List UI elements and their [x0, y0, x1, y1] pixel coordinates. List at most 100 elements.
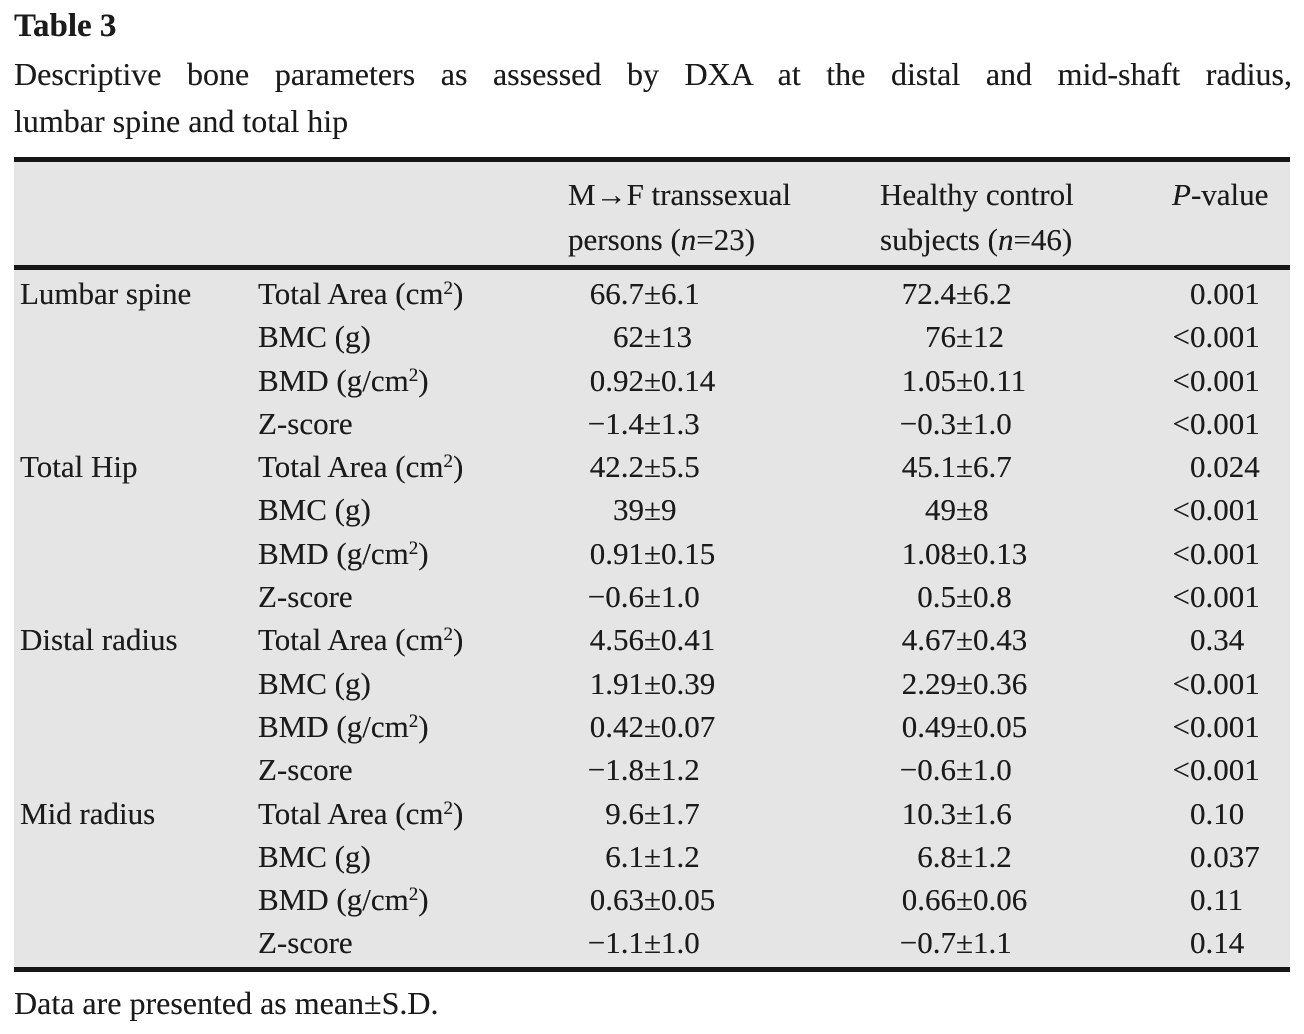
superscript: 2	[443, 624, 453, 646]
transsexual-value: −0.6±1.0	[587, 579, 700, 615]
column-header-transsexual-group: M→F transsexual persons (n=23)	[568, 172, 791, 262]
header-divider-rule	[14, 265, 1290, 270]
column-header-line1: Healthy control	[880, 177, 1074, 212]
parameter-label: BMD (g/cm2)	[258, 708, 429, 744]
p-value: <0.001	[1172, 492, 1260, 528]
superscript: 2	[408, 537, 419, 559]
table-row: Lumbar spine Total Area (cm2) 66.7±6.1 7…	[14, 272, 1290, 315]
control-value: 2.29±0.36	[901, 665, 1028, 701]
transsexual-value: 4.56±0.41	[589, 622, 716, 658]
control-value: 1.08±0.13	[901, 535, 1028, 571]
p-italic: P	[1172, 177, 1191, 212]
p-value: <0.001	[1172, 405, 1260, 441]
transsexual-value: −1.1±1.0	[587, 925, 700, 961]
transsexual-value: 42.2±5.5	[589, 449, 700, 485]
table-row: BMC (g) 62±13 76±12 <0.001	[14, 315, 1290, 358]
p-value: <0.001	[1172, 665, 1260, 701]
transsexual-value: 0.92±0.14	[589, 362, 716, 398]
site-label: Mid radius	[20, 795, 156, 831]
transsexual-value: 0.63±0.05	[589, 882, 716, 918]
transsexual-value: 66.7±6.1	[589, 276, 700, 311]
table-body: Lumbar spine Total Area (cm2) 66.7±6.1 7…	[14, 272, 1290, 965]
table-row: BMD (g/cm2) 0.91±0.15 1.08±0.13 <0.001	[14, 532, 1290, 575]
control-value: 4.67±0.43	[901, 622, 1028, 658]
transsexual-value: 39±9	[613, 492, 677, 528]
table-row: BMD (g/cm2) 0.42±0.07 0.49±0.05 <0.001	[14, 705, 1290, 748]
table-row: Z-score −1.4±1.3 −0.3±1.0 <0.001	[14, 402, 1290, 445]
table-row: Distal radius Total Area (cm2) 4.56±0.41…	[14, 618, 1290, 661]
control-value: 76±12	[925, 319, 1005, 355]
control-value: 0.66±0.06	[901, 882, 1028, 918]
table-row: BMD (g/cm2) 0.63±0.05 0.66±0.06 0.11	[14, 878, 1290, 921]
column-header-pvalue: P-value	[1172, 177, 1269, 212]
table-row: Z-score −0.6±1.0 0.5±0.8 <0.001	[14, 575, 1290, 618]
parameter-label: BMC (g)	[258, 319, 371, 355]
parameter-label: Z-score	[258, 579, 353, 615]
data-table: M→F transsexual persons (n=23) Healthy c…	[14, 157, 1290, 972]
table-row: BMC (g) 6.1±1.2 6.8±1.2 0.037	[14, 835, 1290, 878]
p-value: 0.001	[1190, 276, 1260, 311]
transsexual-value: −1.4±1.3	[587, 405, 700, 441]
p-value: <0.001	[1172, 708, 1260, 744]
parameter-label: Z-score	[258, 925, 353, 961]
superscript: 2	[408, 364, 419, 386]
table-row: Total Hip Total Area (cm2) 42.2±5.5 45.1…	[14, 445, 1290, 488]
p-value: <0.001	[1172, 319, 1260, 355]
superscript: 2	[443, 797, 453, 819]
p-value: 0.024	[1190, 449, 1260, 485]
table-row: Mid radius Total Area (cm2) 9.6±1.7 10.3…	[14, 792, 1290, 835]
superscript: 2	[408, 884, 419, 906]
parameter-label: Total Area (cm2)	[258, 276, 464, 311]
p-value: 0.037	[1190, 838, 1260, 874]
superscript: 2	[443, 278, 453, 299]
parameter-label: BMD (g/cm2)	[258, 535, 429, 571]
parameter-label: Total Area (cm2)	[258, 449, 464, 485]
control-value: 72.4±6.2	[901, 276, 1012, 311]
transsexual-value: 1.91±0.39	[589, 665, 716, 701]
superscript: 2	[408, 710, 419, 732]
transsexual-value: −1.8±1.2	[587, 752, 700, 788]
transsexual-value: 6.1±1.2	[605, 838, 700, 874]
p-value: 0.14	[1190, 925, 1245, 961]
superscript: 2	[443, 451, 453, 473]
transsexual-value: 0.42±0.07	[589, 708, 716, 744]
p-value: <0.001	[1172, 579, 1260, 615]
table-footnote: Data are presented as mean±S.D.	[14, 985, 439, 1021]
p-value: 0.10	[1190, 795, 1245, 831]
p-value: <0.001	[1172, 362, 1260, 398]
p-value: <0.001	[1172, 752, 1260, 788]
parameter-label: Z-score	[258, 752, 353, 788]
p-value: <0.001	[1172, 535, 1260, 571]
site-label: Lumbar spine	[20, 276, 192, 311]
control-value: −0.3±1.0	[899, 405, 1012, 441]
table-row: BMC (g) 39±9 49±8 <0.001	[14, 488, 1290, 531]
parameter-label: Total Area (cm2)	[258, 795, 464, 831]
control-value: 0.5±0.8	[917, 579, 1012, 615]
control-value: 1.05±0.11	[901, 362, 1027, 398]
site-label: Distal radius	[20, 622, 178, 658]
table-row: BMD (g/cm2) 0.92±0.14 1.05±0.11 <0.001	[14, 359, 1290, 402]
control-value: 45.1±6.7	[901, 449, 1012, 485]
n-italic: n	[680, 222, 697, 257]
p-value: 0.11	[1190, 882, 1244, 918]
table-number: Table 3	[14, 8, 117, 44]
column-header-line2: persons (n=23)	[568, 222, 756, 257]
control-value: 0.49±0.05	[901, 708, 1028, 744]
control-value: 6.8±1.2	[917, 838, 1012, 874]
p-value: 0.34	[1190, 622, 1245, 658]
parameter-label: Total Area (cm2)	[258, 622, 464, 658]
parameter-label: BMC (g)	[258, 492, 371, 528]
table-caption-line1: Descriptive bone parameters as assessed …	[14, 56, 1292, 92]
table-row: Z-score −1.1±1.0 −0.7±1.1 0.14	[14, 921, 1290, 964]
control-value: −0.7±1.1	[899, 925, 1012, 961]
table-caption-line2: lumbar spine and total hip	[14, 103, 349, 139]
transsexual-value: 62±13	[613, 319, 693, 355]
control-value: 49±8	[925, 492, 989, 528]
table-row: Z-score −1.8±1.2 −0.6±1.0 <0.001	[14, 748, 1290, 791]
column-header-line2: subjects (n=46)	[880, 222, 1073, 257]
parameter-label: BMC (g)	[258, 838, 371, 874]
n-italic: n	[997, 222, 1014, 257]
parameter-label: BMC (g)	[258, 665, 371, 701]
table-row: BMC (g) 1.91±0.39 2.29±0.36 <0.001	[14, 662, 1290, 705]
